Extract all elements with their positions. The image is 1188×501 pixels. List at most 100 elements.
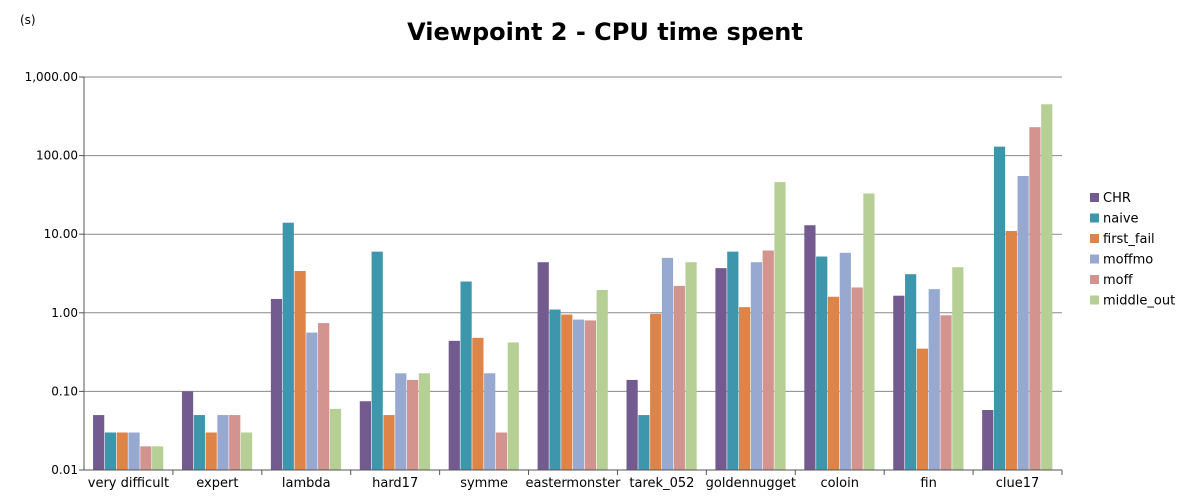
bar-middle-out-tarek-052 xyxy=(685,262,697,470)
bar-naive-very-difficult xyxy=(104,432,117,470)
y-tick-label: 10.00 xyxy=(44,227,78,241)
bar-moff-goldennugget xyxy=(762,250,774,470)
bar-CHR-hard17 xyxy=(359,401,371,470)
legend-swatch-first-fail xyxy=(1090,234,1099,243)
bar-first-fail-coloin xyxy=(827,296,840,470)
bar-moff-eastermonster xyxy=(584,320,596,470)
bar-first-fail-goldennugget xyxy=(739,307,751,470)
x-tick-label: expert xyxy=(196,476,238,491)
legend-label-moff: moff xyxy=(1103,273,1134,288)
bar-first-fail-eastermonster xyxy=(561,314,573,470)
legend-label-naive: naive xyxy=(1103,212,1139,227)
x-tick-label: tarek_052 xyxy=(629,476,694,491)
bar-moff-lambda xyxy=(318,323,330,470)
bar-CHR-expert xyxy=(181,391,194,470)
x-axis-ticks: very difficult expert lambda hard17 symme eas… xyxy=(88,470,1063,491)
bar-first-fail-expert xyxy=(205,432,217,470)
bar-CHR-coloin xyxy=(804,225,816,470)
bar-moffmo-symme xyxy=(484,373,496,470)
bar-naive-eastermonster xyxy=(549,309,561,470)
bar-first-fail-fin xyxy=(916,348,929,470)
legend-swatch-moffmo xyxy=(1090,254,1099,264)
bar-first-fail-tarek-052 xyxy=(650,313,662,470)
bar-first-fail-hard17 xyxy=(383,415,395,470)
bar-CHR-lambda xyxy=(270,298,283,470)
y-tick-label: 1,000.00 xyxy=(25,70,78,84)
x-tick-label: hard17 xyxy=(372,476,418,491)
chart-title: Viewpoint 2 - CPU time spent xyxy=(407,18,803,46)
bar-naive-lambda xyxy=(282,222,294,470)
y-axis-ticks: 1,000.00 100.00 10.00 1.00 0.10 0.01 xyxy=(25,70,78,477)
bar-CHR-tarek-052 xyxy=(626,379,638,470)
bar-middle-out-hard17 xyxy=(418,373,430,470)
x-tick-label: fin xyxy=(920,476,936,491)
x-tick-label: symme xyxy=(460,476,508,491)
x-tick-label: coloin xyxy=(820,476,859,491)
x-tick-label: eastermonster xyxy=(525,476,621,491)
y-tick-label: 0.10 xyxy=(51,384,78,398)
bar-naive-goldennugget xyxy=(727,251,739,470)
bar-CHR-symme xyxy=(448,340,460,470)
bar-first-fail-very-difficult xyxy=(116,432,128,470)
bar-CHR-fin xyxy=(893,295,905,470)
bar-moff-very-difficult xyxy=(140,446,152,470)
bar-middle-out-fin xyxy=(952,267,964,470)
bars xyxy=(93,104,1053,471)
bar-naive-clue17 xyxy=(993,146,1006,471)
bar-moffmo-expert xyxy=(217,415,229,470)
bar-moffmo-fin xyxy=(928,289,940,470)
x-tick-label: very difficult xyxy=(88,476,169,491)
bar-naive-fin xyxy=(905,274,917,470)
bar-CHR-clue17 xyxy=(982,409,994,470)
bar-moff-clue17 xyxy=(1029,127,1041,471)
x-tick-label: lambda xyxy=(282,476,331,491)
x-tick-label: clue17 xyxy=(996,476,1040,491)
bar-moff-fin xyxy=(940,315,952,470)
bar-middle-out-expert xyxy=(240,432,253,470)
bar-middle-out-very-difficult xyxy=(152,446,164,470)
legend-label-middle-out: middle_out xyxy=(1103,294,1175,309)
legend-swatch-naive xyxy=(1090,213,1099,223)
bar-first-fail-symme xyxy=(472,337,484,470)
bar-first-fail-lambda xyxy=(294,271,306,470)
y-unit-label: (s) xyxy=(20,13,36,27)
legend-label-first-fail: first_fail xyxy=(1103,232,1155,247)
legend-label-CHR: CHR xyxy=(1103,191,1131,206)
legend-swatch-CHR xyxy=(1090,193,1099,202)
bar-middle-out-clue17 xyxy=(1041,104,1053,470)
bar-CHR-eastermonster xyxy=(537,262,549,470)
bar-moffmo-goldennugget xyxy=(750,262,763,470)
bar-moff-symme xyxy=(495,432,508,470)
legend-swatch-moff xyxy=(1090,275,1099,284)
bar-moffmo-eastermonster xyxy=(573,319,585,470)
x-tick-label: goldennugget xyxy=(706,476,796,491)
y-tick-label: 100.00 xyxy=(36,149,78,163)
legend-swatch-middle-out xyxy=(1090,295,1099,305)
bar-moffmo-tarek-052 xyxy=(661,257,674,470)
bar-moff-expert xyxy=(229,415,241,470)
bar-moff-hard17 xyxy=(406,379,419,470)
bar-moffmo-hard17 xyxy=(395,373,407,470)
bar-moff-tarek-052 xyxy=(673,285,685,470)
bar-moffmo-lambda xyxy=(306,332,318,470)
bar-CHR-very-difficult xyxy=(93,415,105,470)
y-tick-label: 1.00 xyxy=(51,306,78,320)
y-tick-label: 0.01 xyxy=(51,463,78,477)
bar-naive-symme xyxy=(460,281,472,470)
bar-naive-hard17 xyxy=(371,251,383,470)
legend-label-moffmo: moffmo xyxy=(1103,253,1153,268)
bar-middle-out-symme xyxy=(507,342,519,470)
bar-moffmo-very-difficult xyxy=(128,432,140,470)
bar-moff-coloin xyxy=(851,287,863,470)
bar-naive-expert xyxy=(193,415,205,470)
bar-middle-out-lambda xyxy=(329,408,342,470)
bar-naive-coloin xyxy=(816,256,828,470)
bar-moffmo-coloin xyxy=(839,252,851,470)
bar-CHR-goldennugget xyxy=(715,268,727,470)
bar-first-fail-clue17 xyxy=(1005,230,1017,470)
bar-naive-tarek-052 xyxy=(638,415,650,470)
bar-middle-out-goldennugget xyxy=(774,182,786,470)
bar-moffmo-clue17 xyxy=(1017,176,1029,470)
bar-middle-out-eastermonster xyxy=(596,290,608,470)
